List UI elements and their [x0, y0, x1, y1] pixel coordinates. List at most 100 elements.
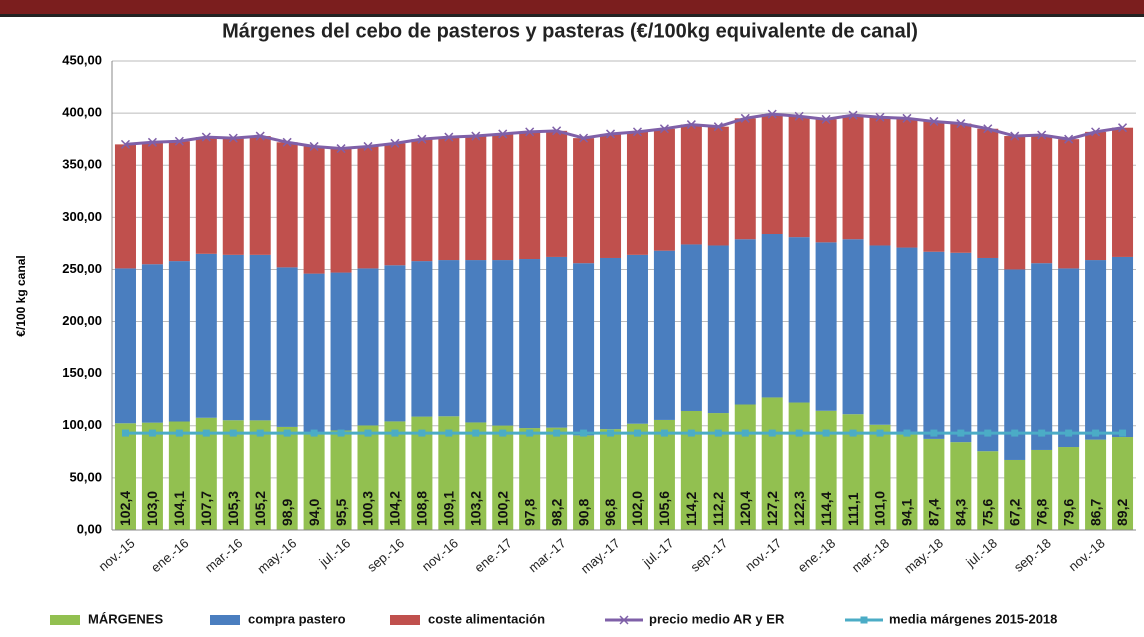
line-marker — [255, 131, 265, 141]
line-marker — [498, 129, 508, 139]
bar-segment — [303, 146, 325, 274]
value-label: 109,1 — [441, 491, 457, 526]
line-marker — [957, 429, 965, 437]
value-label: 67,2 — [1006, 499, 1022, 526]
legend-label: MÁRGENES — [88, 611, 163, 626]
bar-segment — [1031, 449, 1053, 530]
value-label: 105,3 — [225, 491, 241, 526]
bar-segment — [492, 425, 514, 530]
value-label: 98,9 — [279, 499, 295, 526]
line-marker — [175, 429, 183, 437]
line-marker — [1010, 131, 1020, 141]
bar-segment — [761, 234, 783, 398]
line-marker — [1038, 429, 1046, 437]
bar-segment — [734, 118, 756, 240]
line-marker — [202, 429, 210, 437]
line-marker — [228, 133, 238, 143]
value-label: 90,8 — [575, 499, 591, 526]
bar-segment — [573, 138, 595, 264]
bar-segment — [114, 268, 136, 424]
y-tick-label: 200,00 — [62, 313, 102, 328]
value-label: 89,2 — [1114, 499, 1130, 526]
line-marker — [283, 429, 291, 437]
line-marker — [364, 429, 372, 437]
value-label: 100,3 — [360, 491, 376, 526]
bar-segment — [573, 435, 595, 530]
line-marker — [471, 131, 481, 141]
line-marker — [417, 134, 427, 144]
x-tick-label: ene.-16 — [148, 535, 191, 575]
y-tick-label: 450,00 — [62, 52, 102, 67]
bar-segment — [195, 417, 217, 530]
value-label: 95,5 — [333, 499, 349, 526]
line-marker — [902, 113, 912, 123]
bar-segment — [330, 430, 352, 530]
bar-segment — [869, 424, 891, 530]
bar-segment — [653, 250, 675, 420]
bar-segment — [546, 256, 568, 428]
bar-segment — [896, 247, 918, 432]
bar-segment — [384, 421, 406, 530]
header-band — [0, 0, 1144, 14]
line-marker — [148, 429, 156, 437]
line-marker — [1119, 429, 1127, 437]
bar-segment — [626, 254, 648, 424]
bar-segment — [734, 404, 756, 530]
x-tick-label: may.-18 — [901, 535, 946, 576]
bar-segment — [573, 263, 595, 436]
line-marker — [849, 429, 857, 437]
bar-segment — [977, 257, 999, 452]
bar-segment — [195, 137, 217, 254]
bar-segment — [950, 123, 972, 253]
x-tick-label: sep.-16 — [364, 535, 407, 574]
value-label: 75,6 — [979, 499, 995, 526]
legend-swatch — [390, 615, 420, 625]
y-tick-label: 100,00 — [62, 417, 102, 432]
bar-segment — [168, 421, 190, 530]
bar-segment — [411, 139, 433, 262]
value-label: 102,4 — [117, 491, 133, 526]
line-marker — [607, 429, 615, 437]
line-marker — [768, 429, 776, 437]
value-label: 105,2 — [252, 491, 268, 526]
line-marker — [201, 132, 211, 142]
bar-segment — [1004, 136, 1026, 270]
value-label: 79,6 — [1060, 499, 1076, 526]
bar-segment — [923, 251, 945, 439]
line-marker — [821, 114, 831, 124]
x-tick-label: nov.-18 — [1066, 535, 1108, 574]
bar-segment — [923, 121, 945, 252]
bar-segment — [626, 423, 648, 530]
bar-segment — [707, 413, 729, 530]
x-tick-label: nov.-15 — [95, 535, 137, 574]
bar-segment — [465, 422, 487, 530]
y-tick-label: 250,00 — [62, 261, 102, 276]
line-marker — [983, 124, 993, 134]
bar-segment — [842, 414, 864, 530]
line-marker — [553, 429, 561, 437]
line-marker — [336, 144, 346, 154]
line-marker — [580, 429, 588, 437]
line-marker — [795, 429, 803, 437]
value-label: 101,0 — [872, 491, 888, 526]
legend-marker — [619, 615, 629, 625]
line-marker — [929, 116, 939, 126]
bar-segment — [114, 144, 136, 269]
x-tick-label: jul.-17 — [639, 535, 677, 570]
value-label: 108,8 — [414, 491, 430, 526]
bar-segment — [977, 451, 999, 530]
x-tick-label: mar.-18 — [849, 535, 892, 575]
legend-marker — [860, 616, 868, 624]
line-marker — [363, 141, 373, 151]
line-marker — [713, 122, 723, 132]
bar-segment — [815, 410, 837, 530]
line-marker — [525, 127, 535, 137]
bar-segment — [896, 118, 918, 248]
line-marker — [1037, 130, 1047, 140]
line-marker — [1065, 429, 1073, 437]
bar-segment — [707, 245, 729, 414]
x-tick-label: nov.-16 — [419, 535, 461, 574]
value-label: 120,4 — [737, 491, 753, 526]
bar-segment — [600, 257, 622, 430]
bar-segment — [330, 148, 352, 273]
